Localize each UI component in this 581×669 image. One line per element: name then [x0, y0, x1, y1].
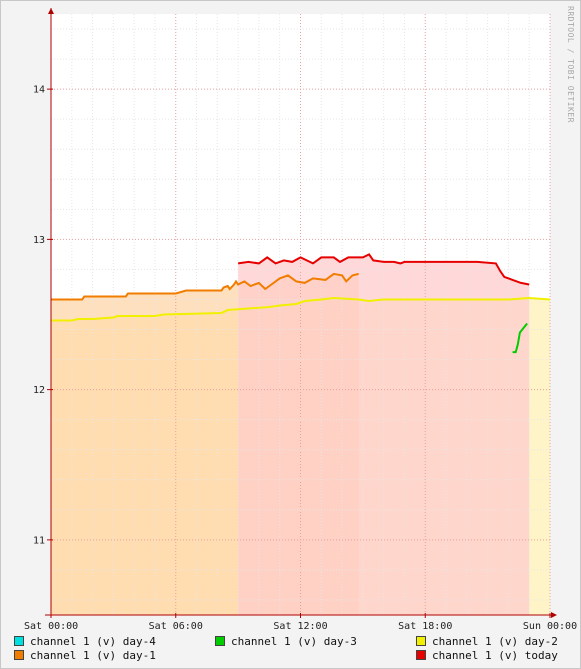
x-tick-label: Sat 00:00 [24, 621, 78, 632]
legend-label-day-4: channel 1 (v) day-4 [30, 634, 156, 648]
legend-label-day-1: channel 1 (v) day-1 [30, 648, 156, 662]
y-tick-label: 13 [33, 235, 45, 246]
x-tick-label: Sat 06:00 [149, 621, 203, 632]
legend: channel 1 (v) day-4 channel 1 (v) day-3 … [0, 631, 581, 667]
legend-item-day-4: channel 1 (v) day-4 [14, 634, 156, 648]
series-line-day-3 [512, 322, 528, 354]
x-tick-label: Sun 00:00 [523, 621, 577, 632]
legend-swatch-day-1 [14, 650, 24, 660]
legend-label-today: channel 1 (v) today [432, 648, 558, 662]
legend-label-day-2: channel 1 (v) day-2 [432, 634, 558, 648]
series-line-day-1 [51, 272, 359, 301]
legend-label-day-3: channel 1 (v) day-3 [231, 634, 357, 648]
legend-item-day-1: channel 1 (v) day-1 [14, 648, 156, 662]
legend-swatch-day-4 [14, 636, 24, 646]
x-tick-label: Sat 18:00 [398, 621, 452, 632]
x-tick-label: Sat 12:00 [273, 621, 327, 632]
y-tick-label: 11 [33, 535, 45, 546]
legend-item-day-3: channel 1 (v) day-3 [215, 634, 357, 648]
watermark-label: RRDTOOL / TOBI OETIKER [566, 6, 575, 123]
legend-item-today: channel 1 (v) today [416, 648, 558, 662]
legend-item-day-2: channel 1 (v) day-2 [416, 634, 558, 648]
series-lines [51, 253, 551, 354]
y-axis-arrow [48, 8, 54, 14]
legend-swatch-today [416, 650, 426, 660]
legend-swatch-day-2 [416, 636, 426, 646]
legend-swatch-day-3 [215, 636, 225, 646]
series-line-day-2 [51, 296, 551, 322]
x-axis-arrow [551, 612, 557, 618]
y-tick-label: 14 [33, 85, 45, 96]
series-line-today [237, 253, 530, 286]
y-tick-label: 12 [33, 385, 45, 396]
tick-labels: 11 12 13 14 Sat 00:00 Sat 06:00 Sat 12:00 Sat 1… [24, 85, 577, 632]
